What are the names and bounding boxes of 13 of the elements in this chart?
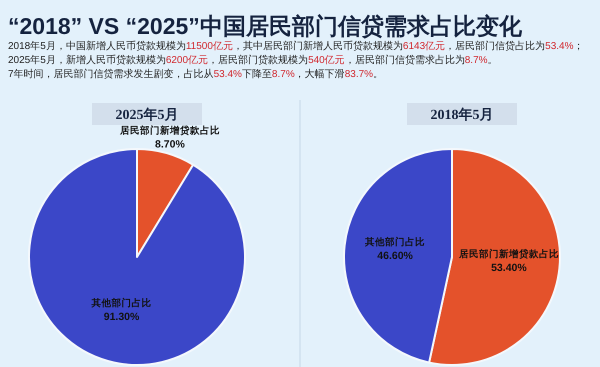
slice-label: 居民部门新增贷款占比 — [458, 248, 559, 260]
data-label: 8.70% — [155, 138, 186, 151]
chart-title: 2018年5月 — [430, 107, 494, 123]
data-label: 53.40% — [491, 262, 528, 274]
chart-title: 2025年5月 — [116, 107, 178, 123]
slice-label: 居民部门新增贷款占比 — [118, 124, 220, 137]
data-label: 91.30% — [104, 311, 140, 324]
slice-label: 其他部门占比 — [364, 236, 426, 248]
text: “2018” VS “2025”中国居民部门信贷需求占比变化 — [8, 12, 523, 40]
text: 2018年5月，中国新增人民币贷款规模为11500亿元，其中居民部门新增人民币贷款规模为6143亿元，居民部门信贷占比为53.4%；2025年5月，新增人民币贷款规模为6200亿元，居民部门贷款规模为540亿元，居民部门信贷需求占比为8.7%。 — [8, 41, 584, 66]
slice-label: 其他部门占比 — [90, 297, 152, 310]
data-label: 46.60% — [377, 250, 414, 262]
text: 7年时间，居民部门信贷需求发生剧变，占比从53.4%下降至8.7%，大幅下滑83.7%。 — [8, 68, 384, 82]
